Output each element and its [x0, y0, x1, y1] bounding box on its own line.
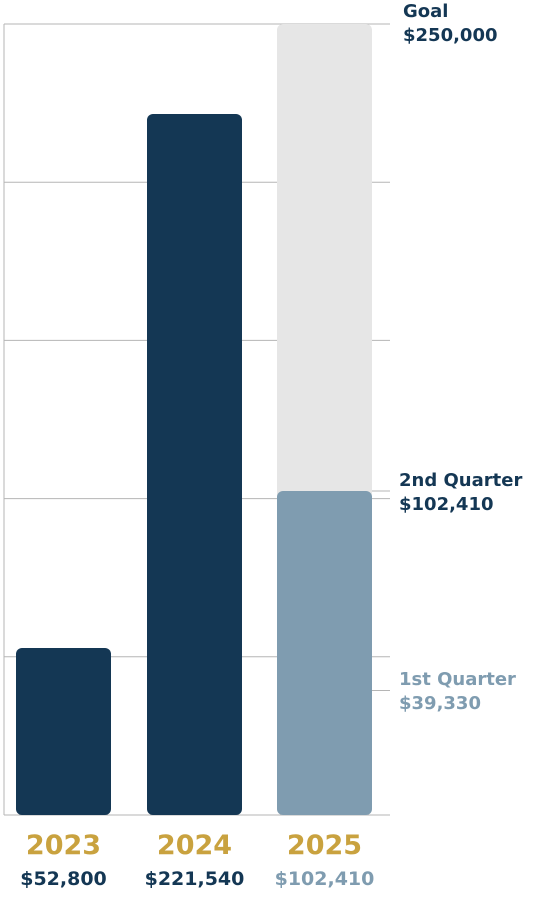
q1-annotation: 1st Quarter $39,330: [399, 668, 516, 716]
value-label-2024: $221,540: [144, 868, 245, 890]
value-label-2023: $52,800: [20, 868, 107, 890]
q1-value: $39,330: [399, 692, 481, 714]
q2-label: 2nd Quarter: [399, 469, 523, 491]
bar-2023: [16, 647, 111, 815]
q2-annotation: 2nd Quarter $102,410: [399, 469, 522, 517]
bar-2024: [147, 114, 242, 816]
category-label-2024: 2024: [156, 830, 233, 861]
value-label-2025: $102,410: [274, 868, 375, 890]
goal-value: $250,000: [403, 25, 498, 46]
goal-label: Goal: [403, 1, 449, 22]
bar-2025: [277, 490, 372, 815]
category-label-2025: 2025: [286, 830, 363, 861]
q1-label: 1st Quarter: [399, 668, 516, 690]
goal-annotation: Goal $250,000: [403, 0, 498, 48]
q2-value: $102,410: [399, 493, 494, 515]
category-label-2023: 2023: [25, 830, 102, 861]
